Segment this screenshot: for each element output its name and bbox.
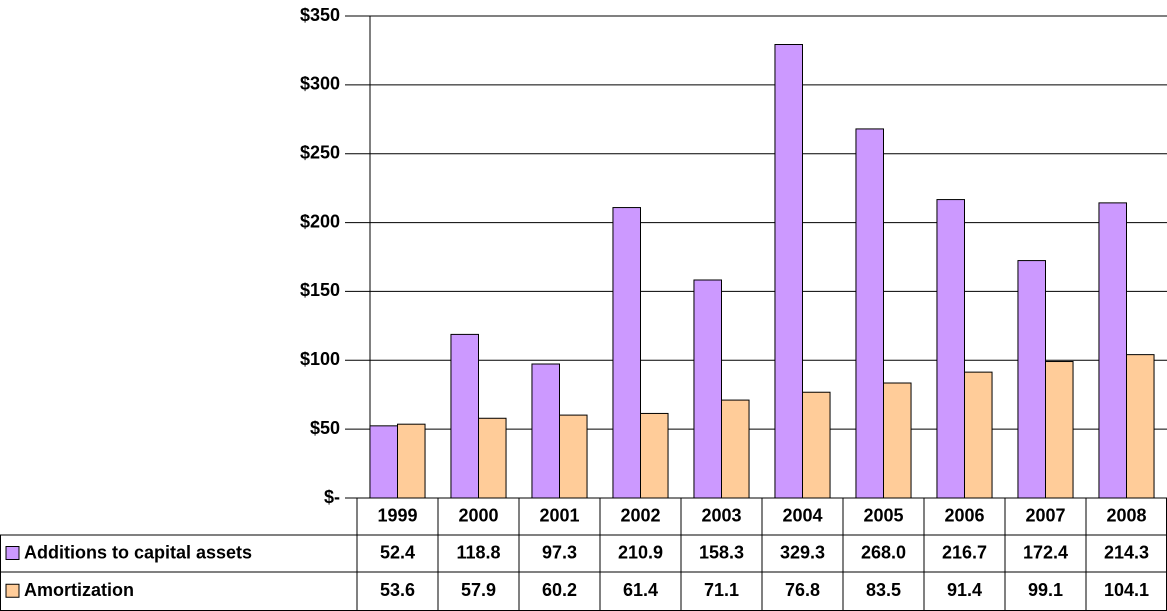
legend-key bbox=[5, 546, 20, 560]
bar bbox=[397, 423, 426, 499]
y-tick-label: $- bbox=[324, 487, 340, 507]
y-tick-label: $250 bbox=[300, 142, 340, 162]
x-tick-label: 2007 bbox=[1025, 505, 1065, 525]
table-value: 76.8 bbox=[785, 580, 820, 600]
table-value: 71.1 bbox=[704, 580, 739, 600]
table-value: 268.0 bbox=[861, 542, 906, 562]
y-tick-label: $150 bbox=[300, 280, 340, 300]
y-tick-label: $200 bbox=[300, 211, 340, 231]
y-tick-label: $50 bbox=[310, 418, 340, 438]
x-tick-label: 2001 bbox=[539, 505, 579, 525]
y-tick-label: $100 bbox=[300, 349, 340, 369]
x-tick-label: 2005 bbox=[863, 505, 903, 525]
bar bbox=[855, 128, 885, 499]
legend-label: Amortization bbox=[24, 580, 134, 600]
bar bbox=[721, 399, 750, 499]
bar bbox=[964, 371, 993, 499]
legend-label: Additions to capital assets bbox=[24, 542, 252, 562]
bar bbox=[559, 414, 588, 499]
x-tick-label: 2004 bbox=[782, 505, 822, 525]
table-value: 172.4 bbox=[1023, 542, 1068, 562]
table-value: 214.3 bbox=[1104, 542, 1149, 562]
x-tick-label: 1999 bbox=[377, 505, 417, 525]
table-value: 52.4 bbox=[380, 542, 415, 562]
bar bbox=[612, 207, 642, 499]
bar bbox=[369, 425, 398, 499]
bar bbox=[802, 391, 831, 499]
bar bbox=[478, 417, 507, 499]
x-tick-label: 2006 bbox=[944, 505, 984, 525]
bar bbox=[774, 44, 804, 499]
x-tick-label: 2008 bbox=[1106, 505, 1146, 525]
table-value: 97.3 bbox=[542, 542, 577, 562]
table-value: 53.6 bbox=[380, 580, 415, 600]
bar bbox=[1126, 354, 1155, 499]
table-value: 216.7 bbox=[942, 542, 987, 562]
bar bbox=[450, 333, 479, 499]
y-tick-label: $350 bbox=[300, 5, 340, 25]
table-value: 158.3 bbox=[699, 542, 744, 562]
bar bbox=[531, 363, 561, 499]
bar bbox=[1017, 260, 1047, 499]
bar bbox=[936, 199, 966, 499]
table-value: 60.2 bbox=[542, 580, 577, 600]
table-value: 329.3 bbox=[780, 542, 825, 562]
bar bbox=[1045, 361, 1074, 499]
bar bbox=[640, 412, 669, 499]
x-tick-label: 2000 bbox=[458, 505, 498, 525]
y-tick-label: $300 bbox=[300, 74, 340, 94]
bar bbox=[1098, 202, 1127, 499]
bar bbox=[883, 382, 912, 499]
legend-key bbox=[5, 583, 20, 598]
table-value: 104.1 bbox=[1104, 580, 1149, 600]
table-value: 61.4 bbox=[623, 580, 658, 600]
bar bbox=[693, 279, 723, 499]
table-value: 91.4 bbox=[947, 580, 982, 600]
x-tick-label: 2003 bbox=[701, 505, 741, 525]
table-value: 99.1 bbox=[1028, 580, 1063, 600]
table-value: 57.9 bbox=[461, 580, 496, 600]
table-value: 210.9 bbox=[618, 542, 663, 562]
table-value: 118.8 bbox=[456, 542, 500, 562]
x-tick-label: 2002 bbox=[620, 505, 660, 525]
table-value: 83.5 bbox=[866, 580, 901, 600]
